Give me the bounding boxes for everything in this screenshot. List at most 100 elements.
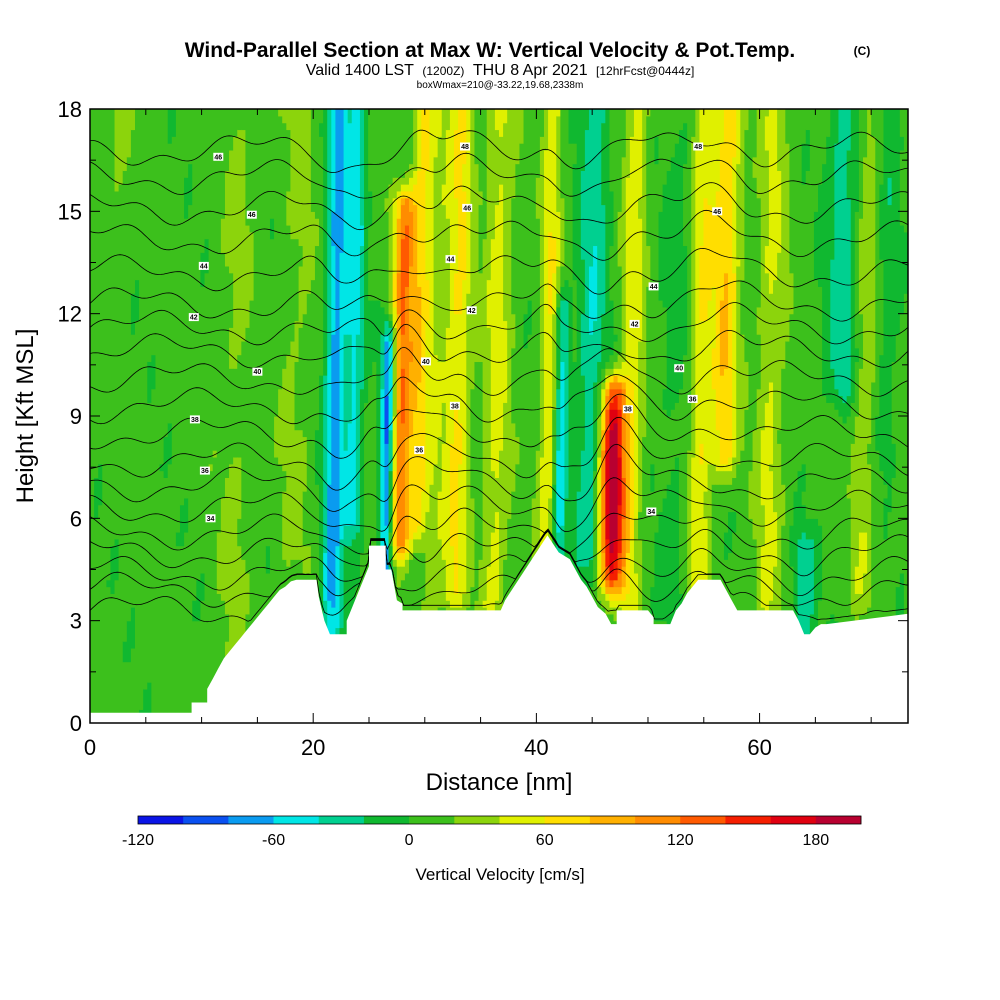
field-cell	[351, 109, 357, 526]
contour-label: 42	[188, 313, 199, 322]
field-cell	[392, 306, 398, 328]
contour-label: 46	[213, 152, 224, 161]
field-cell	[609, 600, 615, 608]
field-cell	[854, 211, 860, 349]
field-cell	[846, 197, 852, 397]
field-cell	[830, 109, 835, 260]
field-cell	[678, 388, 684, 594]
field-cell	[597, 109, 602, 363]
field-cell	[850, 402, 856, 444]
contour-label-bg	[420, 357, 431, 366]
field-cell	[609, 375, 615, 383]
field-cell	[253, 109, 259, 723]
field-cell	[552, 272, 557, 315]
subtitle-box: boxWmax=210@-33.22,19.68,2338m	[417, 80, 584, 91]
field-cell	[118, 109, 124, 185]
field-cell	[605, 538, 611, 567]
field-cell	[805, 518, 811, 540]
field-cell	[224, 109, 230, 171]
field-cell	[858, 531, 864, 594]
field-cell	[568, 143, 574, 287]
y-tick-label: 6	[70, 506, 82, 531]
field-cell	[233, 456, 238, 683]
field-cell	[781, 109, 786, 369]
field-cell	[531, 497, 537, 560]
field-cell	[302, 313, 308, 438]
field-cell	[642, 109, 647, 438]
field-cell	[871, 381, 876, 723]
field-cell	[556, 211, 561, 267]
field-cell	[511, 197, 516, 315]
field-cell	[376, 300, 381, 601]
field-cell	[548, 497, 553, 547]
theta-contour-line	[90, 129, 908, 174]
colorbar-frame	[137, 815, 862, 825]
field-cell	[613, 409, 619, 424]
field-cell	[781, 484, 786, 526]
field-cell	[519, 109, 525, 144]
x-tick-label: 0	[84, 735, 96, 760]
field-cell	[384, 443, 390, 526]
field-cell	[707, 300, 713, 465]
field-cell	[666, 484, 672, 629]
field-cell	[588, 334, 594, 560]
field-cell	[580, 109, 586, 171]
field-cell	[241, 109, 247, 131]
field-cell	[396, 559, 402, 567]
field-cell	[449, 443, 455, 547]
field-cell	[601, 586, 606, 594]
field-cell	[126, 620, 132, 663]
colorbar-swatch	[363, 816, 410, 824]
contour-label-bg	[674, 364, 685, 373]
field-cell	[208, 470, 214, 723]
field-cell	[764, 149, 770, 247]
field-cell	[200, 572, 206, 601]
field-cell	[813, 279, 819, 519]
field-cell	[515, 109, 521, 165]
field-cell	[736, 265, 741, 465]
contour-label: 46	[712, 207, 723, 216]
contour-label: 34	[646, 507, 657, 516]
field-cell	[801, 143, 807, 185]
field-cell	[760, 504, 766, 547]
field-cell	[384, 109, 390, 199]
field-cell	[801, 184, 807, 465]
contour-label: 44	[445, 255, 456, 264]
field-cell	[314, 218, 320, 247]
field-cell	[748, 470, 754, 519]
field-cell	[613, 361, 619, 369]
theta-contour-line	[90, 152, 908, 199]
field-cell	[294, 429, 300, 560]
colorbar-swatch	[544, 816, 591, 824]
contour-label-text: 46	[713, 209, 721, 216]
colorbar-swatch	[228, 816, 274, 824]
field-cell	[159, 109, 165, 465]
field-cell	[368, 300, 373, 376]
field-cell	[478, 190, 484, 206]
colorbar-swatch	[635, 816, 681, 824]
field-cell	[678, 109, 684, 131]
field-cell	[413, 538, 418, 554]
field-cell	[662, 409, 668, 499]
field-cell	[556, 450, 561, 533]
theta-contour-line	[90, 477, 908, 533]
field-cell	[327, 600, 332, 635]
field-cell	[789, 109, 795, 274]
field-cell	[286, 109, 292, 131]
field-cell	[523, 109, 529, 315]
field-cell	[719, 300, 725, 376]
field-cell	[715, 429, 721, 472]
field-cell	[621, 566, 627, 588]
field-cell	[683, 163, 688, 247]
field-cell	[278, 463, 283, 622]
y-tick-label: 3	[70, 609, 82, 634]
field-cell	[188, 204, 193, 723]
contour-label-bg	[246, 210, 257, 219]
field-cell	[233, 136, 238, 369]
theta-contour-line	[90, 302, 908, 346]
theta-contour-line	[90, 529, 908, 608]
colorbar-swatch	[499, 816, 545, 824]
field-cell	[891, 477, 897, 723]
field-cell	[286, 129, 292, 192]
field-cell	[208, 463, 214, 472]
